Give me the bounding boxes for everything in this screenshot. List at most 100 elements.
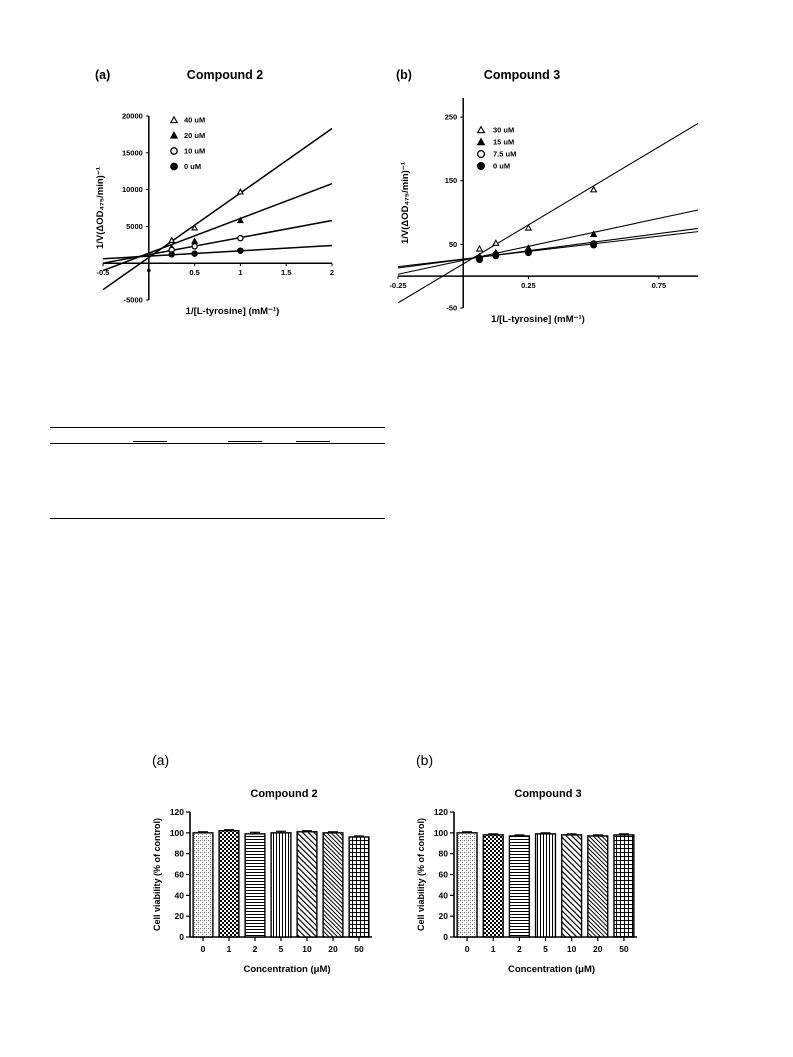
legend-marker (476, 137, 486, 146)
bar (192, 832, 214, 938)
legend-marker (170, 147, 178, 155)
y-tick-label: 80 (175, 849, 185, 859)
table-subheader-rule (133, 441, 167, 442)
y-tick-label: 120 (170, 807, 184, 817)
x-tick-label: 20 (593, 944, 603, 954)
data-point (590, 241, 598, 249)
y-tick-label: 40 (439, 890, 449, 900)
bar (456, 832, 478, 938)
x-axis-label: 1/[L-tyrosine] (mM⁻¹) (186, 306, 280, 317)
x-tick-label: 0.5 (189, 268, 199, 277)
fit-line (102, 127, 333, 291)
panel-label: (a) (152, 752, 169, 768)
x-tick-label: 2 (517, 944, 522, 954)
data-point (589, 230, 598, 237)
bar (561, 834, 583, 938)
y-tick-label: -50 (446, 304, 457, 313)
bar (534, 833, 557, 938)
data-point (236, 188, 244, 195)
chart-title: Compound 2 (187, 68, 263, 82)
x-tick-label: 1.5 (281, 268, 291, 277)
data-point (191, 243, 198, 250)
panel-label: (a) (95, 68, 110, 82)
cell-viability-panel-a: (a) Compound 2 0 20 40 60 80 100 120 0 1 2 5 10 20 50 Co… (152, 752, 372, 975)
panel-label: (b) (416, 752, 433, 768)
bar (482, 834, 504, 938)
x-tick-label: 1 (491, 944, 496, 954)
y-tick-label: 250 (445, 113, 458, 122)
data-point (236, 216, 244, 224)
table-top-rule (50, 427, 385, 428)
table-bottom-rule (50, 518, 385, 519)
x-tick-label: -0.5 (97, 268, 110, 277)
data-point (146, 268, 151, 273)
y-axis-label: Cell viability (% of control) (416, 818, 426, 931)
y-tick-label: 15000 (122, 148, 143, 157)
y-tick-label: -5000 (124, 296, 143, 305)
bar (348, 836, 370, 938)
bar (218, 830, 240, 938)
x-tick-label: 0.25 (521, 281, 536, 290)
data-point (475, 244, 484, 252)
bar (296, 831, 318, 938)
x-tick-label: 0 (465, 944, 470, 954)
data-point (492, 239, 500, 246)
data-point (492, 252, 500, 260)
data-point (237, 247, 244, 254)
x-tick-label: 1 (227, 944, 232, 954)
fit-line (397, 122, 699, 304)
fit-line (397, 227, 699, 269)
data-point (237, 234, 244, 242)
cell-viability-panel-b: (b) Compound 3 0 20 40 60 80 100 120 0 1 2 5 10 20 50 Co… (416, 752, 637, 975)
x-tick-label: 5 (543, 944, 548, 954)
lineweaver-burk-figure: (a) Compound 2 -0.5 0.5 1 1.5 2 -5000 5000 10000 1… (95, 68, 699, 325)
y-tick-label: 10000 (122, 185, 143, 194)
fit-line (397, 231, 699, 268)
y-tick-label: 5000 (126, 222, 143, 231)
chart-title: Compound 3 (484, 68, 560, 82)
legend-label: 40 uM (184, 116, 205, 125)
y-tick-label: 80 (439, 849, 449, 859)
x-tick-label: 50 (619, 944, 629, 954)
y-tick-label: 150 (445, 176, 458, 185)
data-point (168, 236, 176, 244)
x-tick-label: 10 (567, 944, 577, 954)
x-tick-label: 2 (330, 268, 334, 277)
data-point (524, 249, 532, 257)
data-point (524, 223, 533, 231)
legend-marker (476, 125, 486, 134)
y-tick-label: 20 (439, 911, 449, 921)
y-tick-label: 0 (179, 932, 184, 942)
y-tick-label: 20 (175, 911, 185, 921)
data-point (168, 251, 175, 258)
legend-label: 20 uM (184, 131, 205, 140)
legend-marker (169, 115, 179, 124)
x-tick-label: -0.25 (389, 281, 406, 290)
data-point (191, 237, 199, 244)
fit-line (102, 244, 333, 260)
y-axis-label: 1/V(ΔOD₄₇₅/min)⁻¹ (400, 162, 411, 244)
x-tick-label: 0 (201, 944, 206, 954)
x-tick-label: 1 (238, 268, 242, 277)
x-tick-label: 10 (302, 944, 312, 954)
legend-marker (476, 149, 486, 159)
legend-marker (169, 131, 179, 139)
legend-label: 30 uM (493, 126, 514, 135)
chart-title: Compound 3 (514, 788, 581, 800)
y-tick-label: 120 (434, 807, 448, 817)
x-axis-label: Concentration (μM) (508, 964, 595, 975)
chart-title: Compound 2 (250, 788, 317, 800)
y-axis-label: Cell viability (% of control) (152, 818, 162, 931)
bar (613, 834, 635, 938)
fit-line (397, 209, 699, 275)
y-tick-label: 100 (434, 828, 448, 838)
data-point (476, 256, 483, 264)
bar (587, 835, 609, 938)
table-subheader-rule (296, 441, 330, 442)
x-tick-label: 20 (328, 944, 338, 954)
y-tick-label: 40 (175, 890, 185, 900)
legend-label: 0 uM (184, 162, 201, 171)
legend-label: 0 uM (493, 162, 510, 171)
x-tick-label: 5 (279, 944, 284, 954)
